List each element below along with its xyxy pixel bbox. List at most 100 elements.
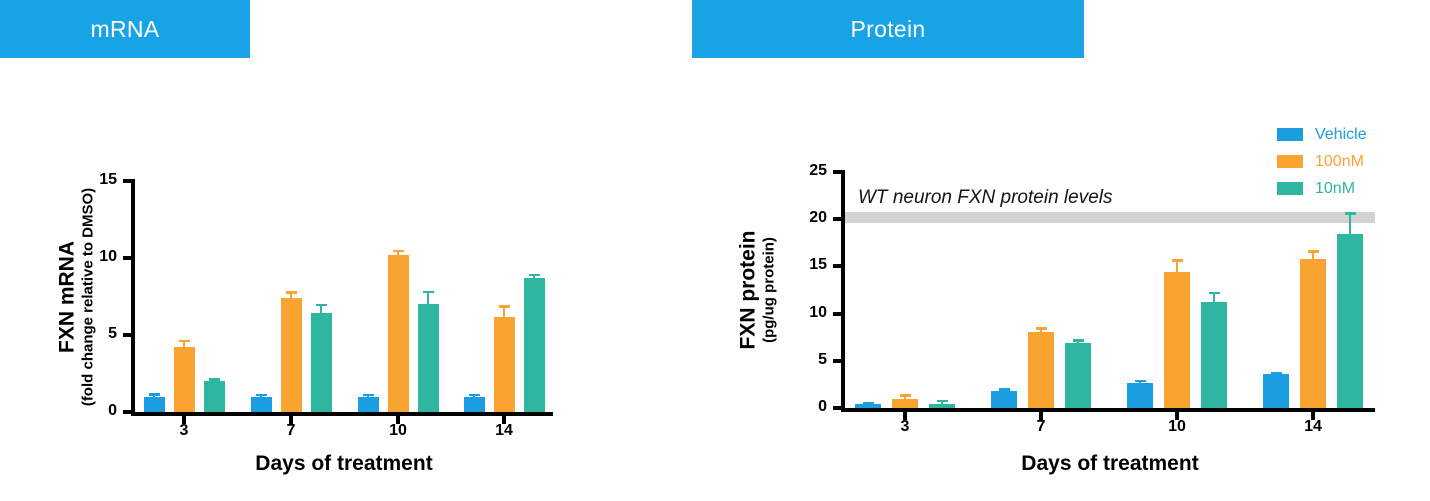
error-bar-100nM-day3	[903, 395, 907, 399]
x-tick-label: 7	[286, 422, 296, 439]
bar-10nM-day14	[1337, 234, 1363, 408]
error-bar-cap-10nM-day7	[1072, 339, 1084, 342]
x-tick-label: 10	[389, 422, 407, 439]
y-tick	[123, 410, 131, 414]
legend-swatch-vehicle	[1277, 128, 1303, 141]
y-tick	[123, 333, 131, 337]
panel-title-protein: Protein	[692, 0, 1084, 58]
error-bar-10nM-day3	[940, 400, 944, 404]
x-tick	[1175, 412, 1179, 420]
error-bar-cap-Vehicle-day14	[468, 393, 480, 397]
y-tick-label: 15	[99, 171, 117, 188]
protein-x-axis-title: Days of treatment	[1021, 452, 1199, 475]
error-bar-cap-Vehicle-day7	[998, 388, 1010, 391]
y-tick	[833, 217, 841, 222]
bar-Vehicle-day7	[250, 396, 272, 412]
error-bar-100nM-day14	[502, 306, 506, 317]
error-bar-cap-10nM-day14	[1344, 212, 1356, 215]
bar-100nM-day14	[1300, 258, 1326, 408]
x-axis-spine	[841, 408, 1375, 412]
error-bar-cap-100nM-day3	[178, 339, 190, 343]
y-tick-label: 5	[818, 350, 827, 368]
error-bar-cap-100nM-day10	[392, 249, 404, 253]
error-bar-10nM-day10	[426, 291, 430, 305]
legend-item-vehicle: Vehicle	[1277, 121, 1367, 148]
bar-10nM-day14	[523, 278, 545, 412]
error-bar-10nM-day14	[532, 274, 536, 279]
error-bar-cap-10nM-day3	[208, 378, 220, 381]
x-axis-spine	[131, 412, 553, 416]
legend-label-10nm: 10nM	[1315, 179, 1356, 197]
error-bar-100nM-day3	[182, 341, 186, 348]
x-tick-label: 14	[1304, 418, 1322, 435]
error-bar-cap-100nM-day3	[899, 394, 911, 397]
x-tick	[289, 416, 293, 424]
error-bar-cap-Vehicle-day10	[1134, 379, 1146, 383]
error-bar-cap-Vehicle-day3	[148, 393, 160, 396]
error-bar-cap-10nM-day10	[1208, 291, 1220, 295]
y-axis-spine	[841, 170, 845, 412]
x-tick	[182, 416, 186, 424]
bar-100nM-day3	[892, 398, 918, 408]
x-tick-label: 7	[1036, 418, 1046, 435]
x-tick	[502, 416, 506, 424]
error-bar-10nM-day14	[1348, 213, 1352, 235]
wt-reference-band-label: WT neuron FXN protein levels	[858, 187, 1113, 208]
bar-100nM-day3	[173, 347, 195, 412]
error-bar-100nM-day7	[1039, 328, 1043, 332]
bar-10nM-day10	[1201, 302, 1227, 408]
error-bar-cap-Vehicle-day3	[862, 402, 874, 405]
bar-Vehicle-day3	[855, 404, 881, 408]
y-tick	[123, 179, 131, 183]
x-tick	[903, 412, 907, 420]
error-bar-cap-Vehicle-day10	[362, 393, 374, 397]
bar-10nM-day10	[417, 304, 439, 412]
error-bar-100nM-day7	[289, 292, 293, 299]
legend-item-10nm: 10nM	[1277, 175, 1367, 202]
y-tick-label: 0	[818, 398, 827, 415]
bar-100nM-day7	[1028, 331, 1054, 408]
error-bar-cap-10nM-day10	[422, 290, 434, 294]
y-tick-label: 20	[809, 209, 827, 227]
error-bar-cap-100nM-day14	[498, 305, 510, 308]
mrna-x-axis-title: Days of treatment	[255, 452, 433, 475]
bar-Vehicle-day3	[143, 396, 165, 412]
bar-10nM-day7	[310, 313, 332, 412]
y-tick	[833, 264, 841, 269]
bar-100nM-day7	[280, 298, 302, 412]
legend-swatch-10nm	[1277, 182, 1303, 195]
error-bar-cap-100nM-day7	[1035, 327, 1047, 330]
y-tick	[833, 311, 841, 316]
bar-Vehicle-day14	[1263, 374, 1289, 408]
legend-swatch-100nm	[1277, 155, 1303, 168]
error-bar-cap-Vehicle-day14	[1270, 371, 1282, 375]
y-tick	[833, 358, 841, 363]
error-bar-cap-100nM-day14	[1307, 250, 1319, 253]
y-tick-label: 5	[108, 325, 117, 342]
x-tick-label: 10	[1168, 418, 1186, 435]
y-tick-label: 15	[809, 256, 827, 274]
bar-Vehicle-day7	[991, 391, 1017, 408]
panel-title-mrna: mRNA	[0, 0, 250, 58]
error-bar-cap-10nM-day7	[315, 303, 327, 307]
error-bar-cap-10nM-day3	[936, 399, 948, 403]
bar-Vehicle-day10	[357, 396, 379, 412]
bar-10nM-day3	[929, 403, 955, 408]
bar-Vehicle-day10	[1127, 382, 1153, 408]
x-tick	[1039, 412, 1043, 420]
wt-reference-band	[845, 212, 1375, 223]
y-tick	[833, 170, 841, 174]
x-tick-label: 14	[495, 422, 513, 439]
x-tick-label: 3	[179, 422, 189, 439]
x-tick	[396, 416, 400, 424]
y-tick	[123, 256, 131, 260]
error-bar-cap-10nM-day14	[528, 273, 540, 277]
x-tick	[1311, 412, 1315, 420]
y-axis-spine	[131, 179, 135, 416]
error-bar-100nM-day14	[1311, 251, 1315, 259]
bar-10nM-day7	[1065, 342, 1091, 408]
legend-label-vehicle: Vehicle	[1315, 125, 1367, 143]
legend: Vehicle 100nM 10nM	[1277, 121, 1367, 202]
